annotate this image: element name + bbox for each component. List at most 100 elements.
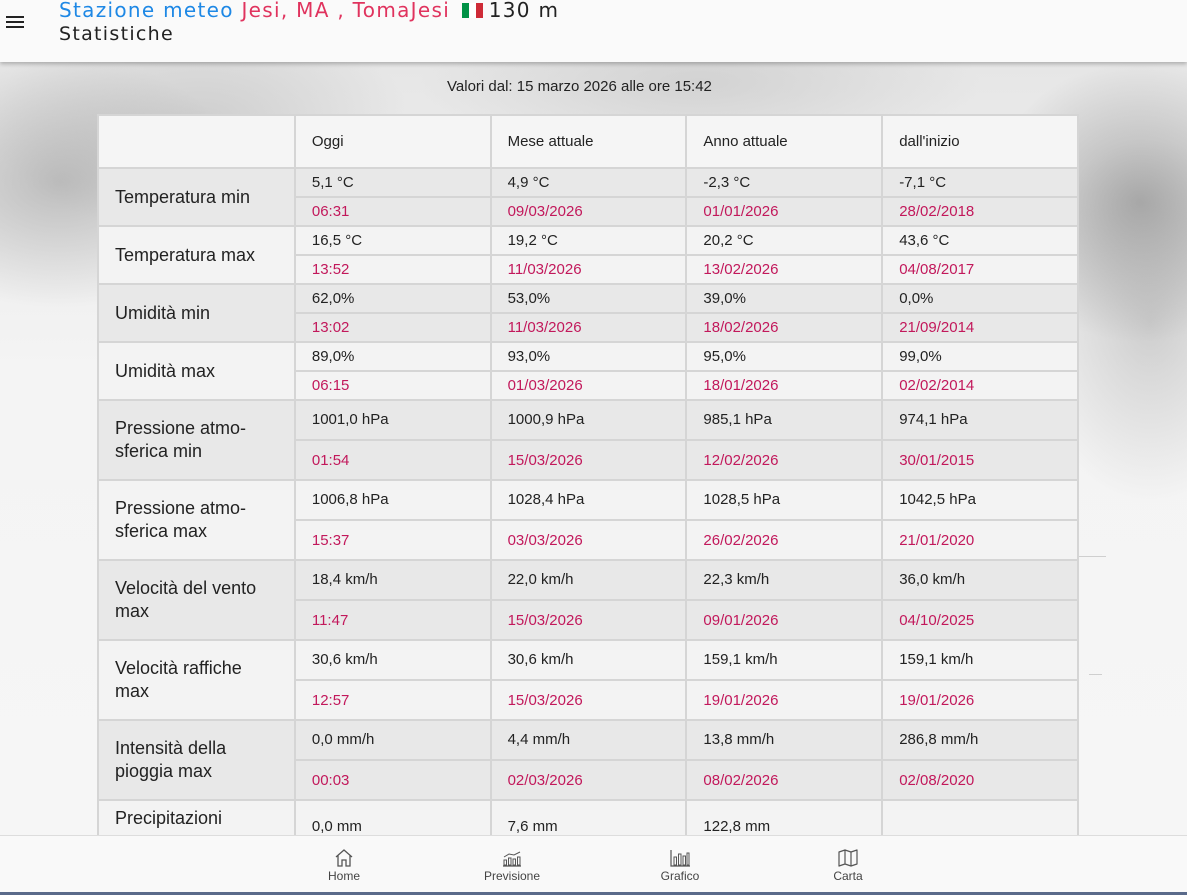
- value-cell: 95,0%: [685, 341, 884, 372]
- value-cell: 159,1 km/h: [881, 639, 1079, 681]
- table-row: Umidità min 62,0% 53,0% 39,0% 0,0%: [97, 283, 1079, 343]
- value-cell: 1006,8 hPa: [293, 479, 492, 521]
- row-label-line: sferica max: [115, 521, 208, 541]
- value-cell: 0,0 mm: [293, 799, 492, 837]
- date-cell: 00:03: [293, 759, 492, 801]
- value-cell: 1042,5 hPa: [881, 479, 1079, 521]
- italy-flag-icon: [461, 3, 483, 18]
- table-row: Velocità raffiche max 30,6 km/h 30,6 km/h 15…: [97, 639, 1079, 721]
- row-label: Velocità del vento max: [97, 559, 296, 641]
- menu-icon[interactable]: [6, 14, 26, 30]
- value-cell: -7,1 °C: [881, 167, 1079, 198]
- row-label: Intensità della pioggia max: [97, 719, 296, 801]
- date-cell: 26/02/2026: [685, 519, 884, 561]
- value-cell: 1000,9 hPa: [489, 399, 688, 441]
- page-subtitle: Statistiche: [59, 23, 174, 45]
- value-cell: 99,0%: [881, 341, 1079, 372]
- value-cell: 39,0%: [685, 283, 884, 314]
- nav-map-label: Carta: [833, 869, 863, 883]
- table-row: Precipitazioni 0,0 mm 7,6 mm 122,8 mm: [97, 799, 1079, 837]
- row-label: Velocità raffiche max: [97, 639, 296, 721]
- row-label: Temperatura max: [97, 225, 296, 285]
- value-cell: 22,0 km/h: [489, 559, 688, 601]
- column-header: [97, 114, 296, 169]
- value-cell: 18,4 km/h: [293, 559, 492, 601]
- date-cell: 09/03/2026: [489, 196, 688, 227]
- table-row: 11:47 15/03/2026 09/01/2026 04/10/2025: [98, 599, 1079, 641]
- date-cell: 13:52: [293, 254, 492, 285]
- value-cell: 22,3 km/h: [685, 559, 884, 601]
- date-cell: 15:37: [293, 519, 492, 561]
- table-row: Velocità del vento max 18,4 km/h 22,0 km/h 2…: [97, 559, 1079, 641]
- date-cell: 01:54: [293, 439, 492, 481]
- value-cell: 5,1 °C: [293, 167, 492, 198]
- row-label: Umidità min: [97, 283, 296, 343]
- date-cell: 03/03/2026: [489, 519, 688, 561]
- value-cell: 53,0%: [489, 283, 688, 314]
- table-row: Pressione atmo-sferica max 1006,8 hPa 1028…: [97, 479, 1079, 561]
- row-label: Pressione atmo-sferica max: [97, 479, 296, 561]
- date-cell: 12:57: [293, 679, 492, 721]
- station-altitude: 130 m: [488, 0, 560, 22]
- value-cell: 16,5 °C: [293, 225, 492, 256]
- row-label-line: Intensità della: [115, 738, 227, 758]
- map-icon: [838, 849, 858, 867]
- value-cell: [881, 799, 1079, 837]
- value-cell: 122,8 mm: [685, 799, 884, 837]
- date-cell: 19/01/2026: [685, 679, 884, 721]
- date-cell: 21/01/2020: [881, 519, 1079, 561]
- date-cell: 09/01/2026: [685, 599, 884, 641]
- value-cell: 1028,4 hPa: [489, 479, 688, 521]
- value-cell: 286,8 mm/h: [881, 719, 1079, 761]
- date-cell: 15/03/2026: [489, 679, 688, 721]
- nav-home[interactable]: Home: [284, 836, 404, 894]
- bottom-navigation: Home Previsione Grafico Carta: [0, 835, 1187, 895]
- table-row: Pressione atmo-sferica min 1001,0 hPa 1000…: [97, 399, 1079, 481]
- date-cell: 18/02/2026: [685, 312, 884, 343]
- date-cell: 08/02/2026: [685, 759, 884, 801]
- table-row: 13:02 11/03/2026 18/02/2026 21/09/2014: [98, 312, 1079, 343]
- statistics-table: Oggi Mese attuale Anno attuale dall'iniz…: [97, 114, 1079, 837]
- row-label-line: Velocità del vento: [115, 578, 257, 598]
- date-cell: 13:02: [293, 312, 492, 343]
- date-cell: 18/01/2026: [685, 370, 884, 401]
- column-header-month: Mese attuale: [489, 114, 688, 169]
- nav-chart[interactable]: Grafico: [620, 836, 740, 894]
- station-name: Jesi, MA , TomaJesi: [241, 0, 451, 22]
- app-bar: Stazione meteo Jesi, MA , TomaJesi 130 m…: [0, 0, 1187, 62]
- nav-chart-label: Grafico: [660, 869, 700, 883]
- row-label-line: Pressione atmo-: [115, 498, 247, 518]
- value-cell: 4,4 mm/h: [489, 719, 688, 761]
- row-label: Temperatura min: [97, 167, 296, 227]
- row-label-line: max: [115, 601, 150, 621]
- row-label-line: max: [115, 681, 150, 701]
- value-cell: 0,0%: [881, 283, 1079, 314]
- date-cell: 01/01/2026: [685, 196, 884, 227]
- row-label-line: sferica min: [115, 441, 203, 461]
- table-row: 13:52 11/03/2026 13/02/2026 04/08/2017: [98, 254, 1079, 285]
- chart-icon: [670, 850, 690, 867]
- value-cell: 0,0 mm/h: [293, 719, 492, 761]
- since-text: Valori dal: 15 marzo 2026 alle ore 15:42: [447, 78, 712, 95]
- date-cell: 02/03/2026: [489, 759, 688, 801]
- table-row: Intensità della pioggia max 0,0 mm/h 4,4 mm…: [97, 719, 1079, 801]
- value-cell: 985,1 hPa: [685, 399, 884, 441]
- divider: [1079, 556, 1106, 557]
- table-row: 12:57 15/03/2026 19/01/2026 19/01/2026: [98, 679, 1079, 721]
- title-prefix: Stazione meteo: [59, 0, 234, 22]
- nav-map[interactable]: Carta: [788, 836, 908, 894]
- date-cell: 04/08/2017: [881, 254, 1079, 285]
- value-cell: 93,0%: [489, 341, 688, 372]
- date-cell: 06:15: [293, 370, 492, 401]
- page-title: Stazione meteo Jesi, MA , TomaJesi 130 m: [59, 0, 559, 22]
- value-cell: 4,9 °C: [489, 167, 688, 198]
- date-cell: 15/03/2026: [489, 439, 688, 481]
- value-cell: -2,3 °C: [685, 167, 884, 198]
- nav-forecast[interactable]: Previsione: [452, 836, 572, 894]
- value-cell: 20,2 °C: [685, 225, 884, 256]
- divider: [1089, 674, 1102, 675]
- value-cell: 1001,0 hPa: [293, 399, 492, 441]
- value-cell: 36,0 km/h: [881, 559, 1079, 601]
- value-cell: 1028,5 hPa: [685, 479, 884, 521]
- value-cell: 7,6 mm: [489, 799, 688, 837]
